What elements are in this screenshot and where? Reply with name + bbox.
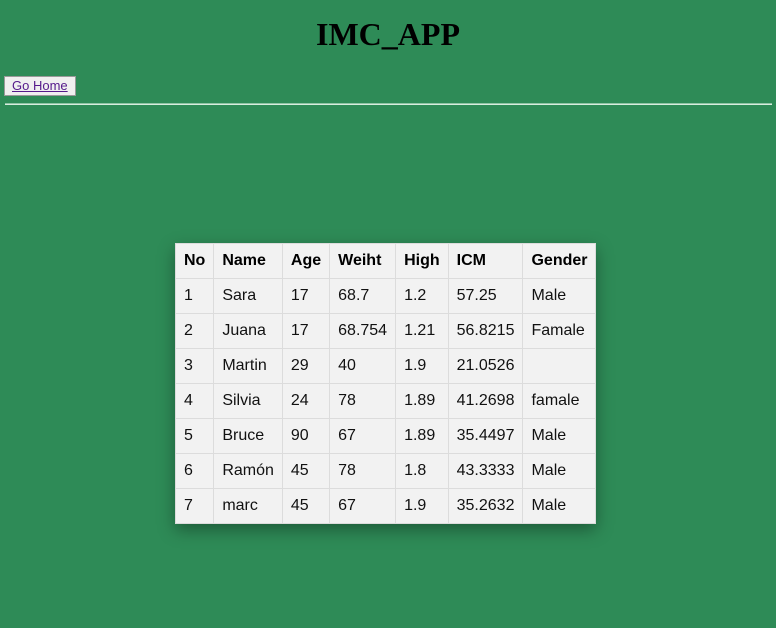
- cell-weight: 67: [329, 488, 397, 524]
- cell-name: Martin: [213, 348, 283, 384]
- cell-height: 1.2: [395, 278, 449, 314]
- page-title: IMC_APP: [316, 16, 460, 52]
- cell-age: 24: [281, 383, 331, 419]
- table-row: 6 Ramón 45 78 1.8 43.3333 Male: [174, 453, 597, 489]
- cell-weight: 68.7: [329, 278, 397, 314]
- cell-height: 1.89: [395, 383, 449, 419]
- cell-weight: 68.754: [329, 313, 397, 349]
- cell-name: Bruce: [213, 418, 283, 454]
- column-header-height: High: [395, 243, 449, 279]
- imc-table: No Name Age Weiht High ICM Gender 1 Sara…: [174, 243, 597, 524]
- column-header-age: Age: [281, 243, 331, 279]
- column-header-name: Name: [213, 243, 283, 279]
- table-row: 3 Martin 29 40 1.9 21.0526: [174, 348, 597, 384]
- cell-name: Silvia: [213, 383, 283, 419]
- cell-no: 4: [174, 383, 215, 419]
- table-row: 4 Silvia 24 78 1.89 41.2698 famale: [174, 383, 597, 419]
- cell-icm: 41.2698: [447, 383, 524, 419]
- cell-height: 1.89: [395, 418, 449, 454]
- cell-no: 1: [174, 278, 215, 314]
- cell-gender: Male: [522, 278, 597, 314]
- cell-height: 1.9: [395, 348, 449, 384]
- cell-name: marc: [213, 488, 283, 524]
- cell-name: Sara: [213, 278, 283, 314]
- cell-age: 17: [281, 278, 331, 314]
- cell-age: 45: [281, 453, 331, 489]
- go-home-button[interactable]: Go Home: [4, 76, 76, 96]
- table-row: 2 Juana 17 68.754 1.21 56.8215 Famale: [174, 313, 597, 349]
- cell-icm: 56.8215: [447, 313, 524, 349]
- table-header-row: No Name Age Weiht High ICM Gender: [174, 243, 597, 279]
- cell-gender: Male: [522, 453, 597, 489]
- column-header-icm: ICM: [447, 243, 524, 279]
- cell-age: 45: [281, 488, 331, 524]
- cell-name: Ramón: [213, 453, 283, 489]
- cell-icm: 35.2632: [447, 488, 524, 524]
- column-header-no: No: [174, 243, 215, 279]
- column-header-gender: Gender: [522, 243, 597, 279]
- cell-icm: 21.0526: [447, 348, 524, 384]
- cell-age: 29: [281, 348, 331, 384]
- cell-no: 2: [174, 313, 215, 349]
- divider: [5, 103, 772, 105]
- cell-gender: famale: [522, 383, 597, 419]
- cell-gender: [522, 348, 597, 384]
- cell-name: Juana: [213, 313, 283, 349]
- cell-no: 7: [174, 488, 215, 524]
- cell-gender: Male: [522, 418, 597, 454]
- cell-no: 3: [174, 348, 215, 384]
- cell-age: 17: [281, 313, 331, 349]
- cell-no: 6: [174, 453, 215, 489]
- table-row: 7 marc 45 67 1.9 35.2632 Male: [174, 488, 597, 524]
- cell-height: 1.21: [395, 313, 449, 349]
- cell-weight: 78: [329, 453, 397, 489]
- cell-no: 5: [174, 418, 215, 454]
- cell-height: 1.9: [395, 488, 449, 524]
- cell-age: 90: [281, 418, 331, 454]
- cell-weight: 78: [329, 383, 397, 419]
- cell-height: 1.8: [395, 453, 449, 489]
- imc-table-container: No Name Age Weiht High ICM Gender 1 Sara…: [174, 243, 597, 524]
- cell-weight: 67: [329, 418, 397, 454]
- cell-icm: 57.25: [447, 278, 524, 314]
- cell-weight: 40: [329, 348, 397, 384]
- table-row: 5 Bruce 90 67 1.89 35.4497 Male: [174, 418, 597, 454]
- column-header-weight: Weiht: [329, 243, 397, 279]
- cell-gender: Male: [522, 488, 597, 524]
- cell-gender: Famale: [522, 313, 597, 349]
- cell-icm: 43.3333: [447, 453, 524, 489]
- cell-icm: 35.4497: [447, 418, 524, 454]
- table-row: 1 Sara 17 68.7 1.2 57.25 Male: [174, 278, 597, 314]
